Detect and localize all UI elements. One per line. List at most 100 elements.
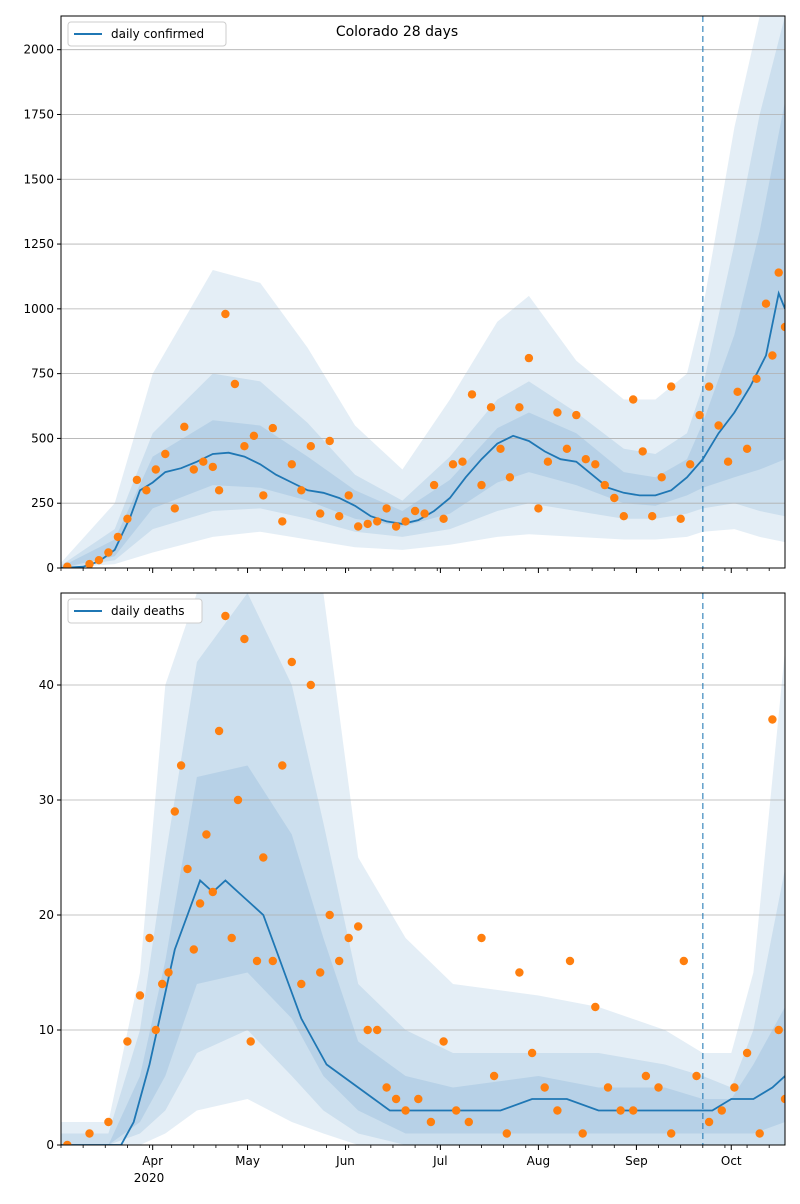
- bot-data-point: [679, 956, 688, 966]
- bottom-legend-box: [67, 598, 203, 624]
- top-data-point: [733, 387, 742, 396]
- bot-data-point: [85, 1129, 94, 1138]
- bot-data-point: [527, 1048, 537, 1058]
- top-axes-frame: [60, 15, 786, 569]
- top-data-point: [600, 480, 609, 490]
- bot-xtick-label: May: [235, 1154, 260, 1168]
- bot-data-point: [553, 1106, 562, 1115]
- top-data-point: [591, 460, 600, 469]
- bot-data-point: [158, 979, 167, 989]
- top-data-point: [354, 522, 363, 531]
- top-data-point: [629, 395, 638, 404]
- bot-data-point: [354, 922, 363, 931]
- top-data-point: [610, 493, 619, 503]
- top-data-point: [667, 382, 676, 391]
- bot-data-point: [176, 761, 186, 770]
- top-data-point: [439, 514, 448, 523]
- top-data-point: [562, 444, 572, 453]
- bot-data-point: [208, 887, 217, 897]
- top-data-point: [259, 491, 268, 500]
- top-data-point: [410, 506, 420, 516]
- top-bands: [61, 16, 785, 568]
- bot-data-point: [195, 899, 205, 908]
- bot-data-point: [287, 657, 296, 667]
- top-data-point: [467, 390, 477, 399]
- top-data-point: [94, 556, 104, 565]
- bot-data-point: [565, 956, 575, 966]
- bot-xtick-label: Jul: [432, 1154, 447, 1168]
- bot-data-point: [278, 761, 287, 770]
- top-data-point: [704, 382, 714, 391]
- top-data-point: [723, 457, 733, 466]
- bot-data-point: [123, 1037, 132, 1046]
- top-data-point: [648, 512, 657, 521]
- top-data-point: [458, 457, 467, 466]
- top-data-point: [657, 473, 666, 482]
- bottom-legend: daily deaths: [67, 598, 203, 624]
- bot-data-point: [755, 1129, 764, 1138]
- top-data-point: [132, 475, 142, 485]
- bottom-xticks: Apr May Jun Jul Aug Sep Oct: [60, 1145, 770, 1168]
- bot-ytick-label: 30: [39, 793, 54, 807]
- bot-data-point: [654, 1083, 663, 1092]
- bot-band-inner: [61, 765, 785, 1145]
- top-data-point: [104, 548, 113, 557]
- top-data-point: [686, 460, 695, 469]
- bot-band-middle: [61, 593, 785, 1145]
- bot-data-point: [667, 1129, 676, 1138]
- bot-data-point: [170, 807, 179, 816]
- bot-data-point: [240, 634, 249, 644]
- bot-data-point: [452, 1106, 461, 1115]
- bottom-points: [63, 611, 785, 1145]
- top-data-point: [420, 509, 429, 518]
- bot-data-point: [151, 1025, 160, 1035]
- bottom-line-group: [61, 878, 785, 1145]
- bot-band-outer: [61, 593, 785, 1145]
- top-data-point: [287, 460, 296, 469]
- bot-data-point: [616, 1106, 625, 1115]
- bot-data-point: [774, 1025, 783, 1035]
- bot-data-point: [145, 933, 154, 943]
- bot-data-point: [246, 1037, 255, 1046]
- top-ytick-label: 1750: [23, 107, 54, 121]
- bot-data-point: [515, 968, 524, 977]
- bot-data-point: [603, 1083, 613, 1092]
- top-data-point: [161, 449, 170, 459]
- top-data-point: [742, 444, 752, 453]
- top-data-point: [619, 512, 628, 521]
- bot-ytick-label: 10: [39, 1023, 54, 1037]
- bot-data-point: [335, 956, 344, 966]
- top-data-point: [534, 504, 543, 513]
- top-data-point: [214, 486, 224, 495]
- bot-data-point: [382, 1083, 391, 1092]
- top-data-point: [382, 504, 391, 513]
- bot-data-point: [629, 1106, 638, 1115]
- top-data-point: [221, 309, 230, 319]
- bot-data-point: [252, 956, 262, 966]
- top-data-point: [180, 422, 189, 431]
- bot-data-point: [439, 1037, 448, 1046]
- top-data-point: [373, 517, 382, 526]
- top-data-point: [316, 509, 325, 518]
- bot-data-point: [316, 968, 325, 977]
- bot-data-point: [164, 968, 173, 977]
- bot-xtick-label: Aug: [527, 1154, 550, 1168]
- bot-data-point: [780, 1094, 785, 1104]
- bot-data-point: [189, 945, 198, 954]
- top-data-point: [572, 410, 581, 420]
- top-data-point: [199, 457, 208, 466]
- top-data-point: [401, 517, 410, 526]
- top-data-point: [278, 517, 287, 526]
- top-data-point: [695, 410, 704, 420]
- bottom-legend-label: daily deaths: [111, 604, 184, 618]
- top-data-point: [774, 268, 783, 277]
- top-ytick-label: 1500: [23, 172, 54, 186]
- bot-data-point: [259, 853, 268, 862]
- bot-data-point: [464, 1117, 473, 1127]
- top-data-point: [230, 379, 240, 389]
- top-data-point: [335, 512, 344, 521]
- bot-ytick-label: 20: [39, 908, 54, 922]
- top-data-point: [85, 559, 94, 568]
